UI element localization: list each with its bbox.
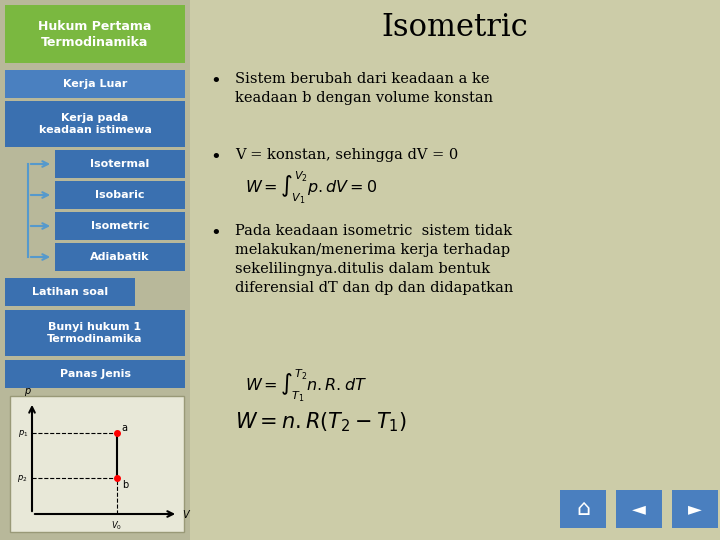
Text: Isotermal: Isotermal <box>91 159 150 169</box>
FancyBboxPatch shape <box>5 101 185 147</box>
Text: $W = \int_{V_1}^{V_2} p.dV = 0$: $W = \int_{V_1}^{V_2} p.dV = 0$ <box>245 170 377 206</box>
Text: Isometric: Isometric <box>91 221 149 231</box>
Bar <box>190 0 720 540</box>
Text: Isobaric: Isobaric <box>95 190 145 200</box>
Text: $W = \int_{T_1}^{T_2} n.R.dT$: $W = \int_{T_1}^{T_2} n.R.dT$ <box>245 368 367 404</box>
FancyBboxPatch shape <box>5 310 185 356</box>
FancyBboxPatch shape <box>560 490 606 528</box>
Bar <box>10 396 184 532</box>
Text: Isometric: Isometric <box>382 12 528 44</box>
Text: $V$: $V$ <box>182 508 192 520</box>
Text: Kerja pada
keadaan istimewa: Kerja pada keadaan istimewa <box>39 113 151 135</box>
Text: Sistem berubah dari keadaan a ke
keadaan b dengan volume konstan: Sistem berubah dari keadaan a ke keadaan… <box>235 72 493 105</box>
Text: a: a <box>122 423 127 434</box>
FancyBboxPatch shape <box>5 5 185 63</box>
Text: Bunyi hukum 1
Termodinamika: Bunyi hukum 1 Termodinamika <box>48 322 143 344</box>
FancyBboxPatch shape <box>55 212 185 240</box>
Text: V = konstan, sehingga dV = 0: V = konstan, sehingga dV = 0 <box>235 148 458 162</box>
FancyBboxPatch shape <box>5 360 185 388</box>
Text: Hukum Pertama
Termodinamika: Hukum Pertama Termodinamika <box>38 19 152 49</box>
Text: •: • <box>210 72 221 90</box>
FancyBboxPatch shape <box>616 490 662 528</box>
FancyBboxPatch shape <box>55 181 185 209</box>
Text: $p$: $p$ <box>24 386 32 398</box>
FancyBboxPatch shape <box>55 150 185 178</box>
Text: Latihan soal: Latihan soal <box>32 287 108 297</box>
FancyBboxPatch shape <box>5 70 185 98</box>
Text: $p_2$: $p_2$ <box>17 472 28 484</box>
Text: •: • <box>210 224 221 242</box>
Text: •: • <box>210 148 221 166</box>
FancyBboxPatch shape <box>672 490 718 528</box>
Text: ⌂: ⌂ <box>576 499 590 519</box>
Text: $V_0$: $V_0$ <box>111 520 122 532</box>
Text: Adiabatik: Adiabatik <box>90 252 150 262</box>
Text: ►: ► <box>688 500 702 518</box>
Text: Pada keadaan isometric  sistem tidak
melakukan/menerima kerja terhadap
sekelilin: Pada keadaan isometric sistem tidak mela… <box>235 224 513 295</box>
Text: $p_1$: $p_1$ <box>17 428 28 439</box>
Text: b: b <box>122 480 128 490</box>
Bar <box>0 0 190 540</box>
FancyBboxPatch shape <box>55 243 185 271</box>
Text: Panas Jenis: Panas Jenis <box>60 369 130 379</box>
Text: Kerja Luar: Kerja Luar <box>63 79 127 89</box>
FancyBboxPatch shape <box>5 278 135 306</box>
Text: ◄: ◄ <box>632 500 646 518</box>
Text: $W = n.R\left(T_2 - T_1\right)$: $W = n.R\left(T_2 - T_1\right)$ <box>235 410 407 434</box>
